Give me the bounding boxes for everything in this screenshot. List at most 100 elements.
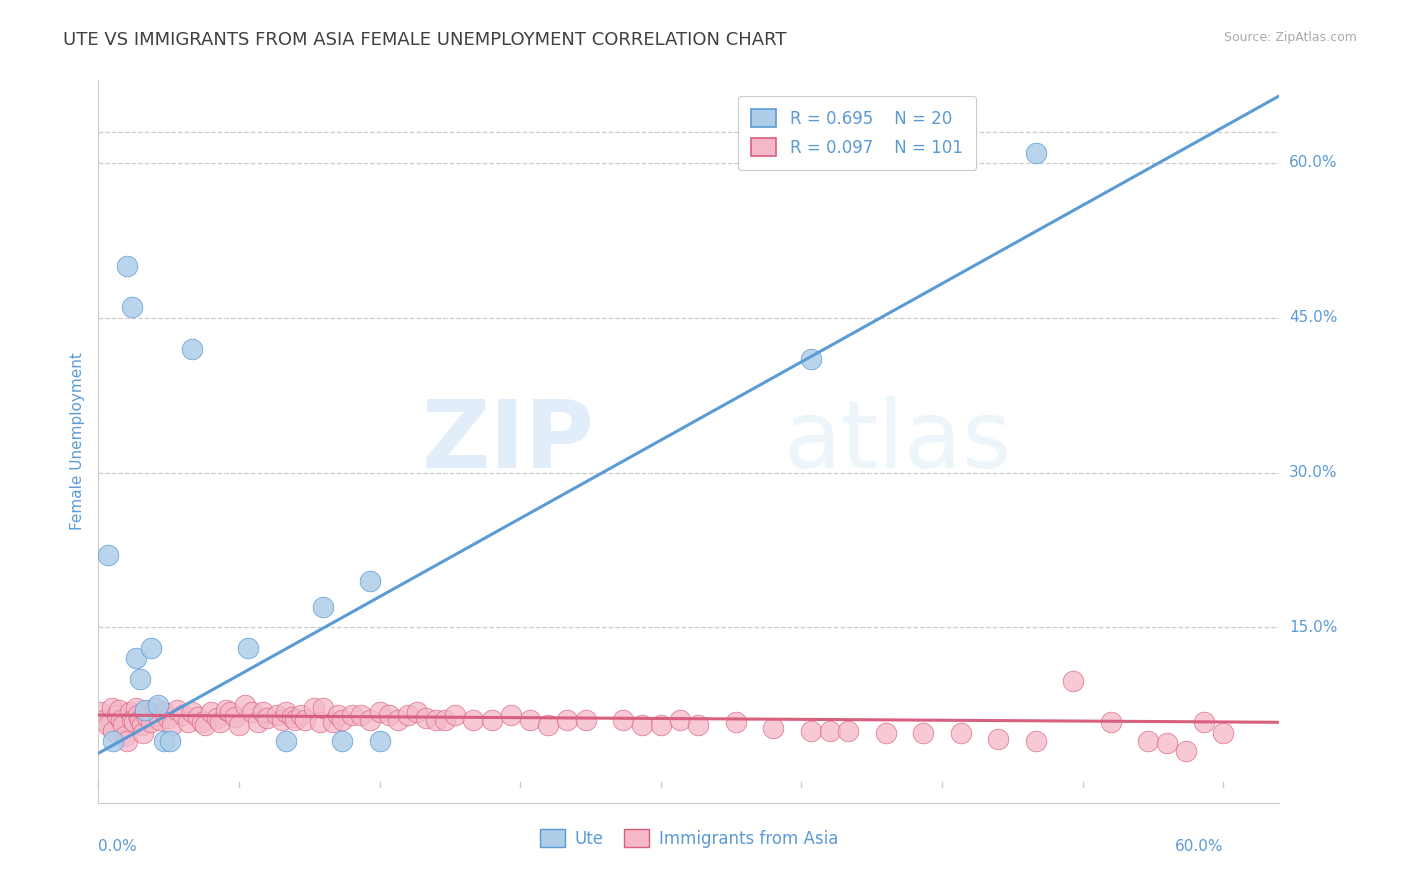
Text: 45.0%: 45.0%: [1289, 310, 1337, 326]
Point: [122, 715, 145, 730]
Legend: Ute, Immigrants from Asia: Ute, Immigrants from Asia: [529, 817, 849, 860]
Point: [1212, 725, 1234, 739]
Point: [875, 725, 897, 739]
Point: [139, 715, 162, 730]
Point: [359, 713, 381, 727]
Point: [120, 705, 142, 719]
Point: [481, 713, 503, 727]
Point: [181, 705, 204, 719]
Point: [97, 718, 120, 732]
Point: [519, 713, 541, 727]
Point: [949, 725, 972, 739]
Point: [181, 342, 204, 356]
Point: [350, 708, 373, 723]
Point: [134, 705, 156, 719]
Point: [312, 701, 335, 715]
Point: [340, 708, 363, 723]
Text: 60.0%: 60.0%: [1175, 838, 1223, 854]
Point: [93, 713, 115, 727]
Point: [134, 703, 156, 717]
Text: atlas: atlas: [783, 395, 1012, 488]
Point: [256, 711, 278, 725]
Point: [762, 722, 785, 736]
Point: [110, 713, 132, 727]
Point: [149, 713, 172, 727]
Text: ZIP: ZIP: [422, 395, 595, 488]
Point: [148, 698, 170, 712]
Point: [837, 723, 859, 738]
Point: [218, 705, 240, 719]
Point: [228, 718, 250, 732]
Point: [156, 711, 179, 725]
Point: [190, 715, 212, 730]
Point: [103, 734, 125, 748]
Point: [434, 713, 457, 727]
Point: [302, 701, 325, 715]
Point: [1099, 715, 1122, 730]
Point: [396, 708, 419, 723]
Point: [818, 723, 841, 738]
Point: [1156, 736, 1178, 750]
Point: [131, 718, 153, 732]
Point: [330, 713, 353, 727]
Point: [148, 708, 170, 723]
Point: [1174, 744, 1197, 758]
Y-axis label: Female Unemployment: Female Unemployment: [69, 352, 84, 531]
Point: [274, 705, 297, 719]
Point: [139, 640, 162, 655]
Text: 60.0%: 60.0%: [1289, 155, 1337, 170]
Point: [1025, 145, 1047, 160]
Point: [443, 708, 465, 723]
Point: [136, 710, 159, 724]
Point: [111, 718, 134, 732]
Point: [575, 713, 598, 727]
Point: [312, 599, 335, 614]
Point: [200, 705, 222, 719]
Point: [240, 705, 263, 719]
Point: [1137, 734, 1160, 748]
Point: [127, 708, 149, 723]
Text: UTE VS IMMIGRANTS FROM ASIA FEMALE UNEMPLOYMENT CORRELATION CHART: UTE VS IMMIGRANTS FROM ASIA FEMALE UNEMP…: [63, 31, 787, 49]
Point: [378, 708, 401, 723]
Point: [987, 731, 1010, 746]
Point: [1062, 673, 1084, 688]
Point: [166, 703, 188, 717]
Point: [115, 259, 138, 273]
Point: [724, 715, 747, 730]
Point: [631, 718, 654, 732]
Point: [187, 710, 209, 724]
Point: [274, 734, 297, 748]
Text: 30.0%: 30.0%: [1289, 465, 1337, 480]
Point: [125, 701, 148, 715]
Point: [322, 715, 344, 730]
Point: [415, 711, 437, 725]
Point: [143, 701, 166, 715]
Point: [115, 734, 138, 748]
Point: [463, 713, 485, 727]
Point: [499, 708, 522, 723]
Point: [271, 713, 294, 727]
Point: [153, 705, 176, 719]
Text: 0.0%: 0.0%: [98, 838, 138, 854]
Point: [612, 713, 634, 727]
Point: [266, 708, 288, 723]
Point: [159, 734, 181, 748]
Point: [359, 574, 381, 588]
Point: [1194, 715, 1216, 730]
Point: [252, 705, 274, 719]
Point: [121, 301, 143, 315]
Point: [172, 708, 194, 723]
Point: [160, 718, 183, 732]
Point: [290, 708, 312, 723]
Point: [308, 715, 330, 730]
Point: [97, 548, 120, 562]
Point: [294, 713, 316, 727]
Point: [368, 734, 391, 748]
Point: [103, 723, 125, 738]
Point: [205, 711, 228, 725]
Point: [177, 715, 200, 730]
Point: [121, 713, 143, 727]
Point: [246, 715, 269, 730]
Point: [209, 715, 232, 730]
Point: [108, 703, 131, 717]
